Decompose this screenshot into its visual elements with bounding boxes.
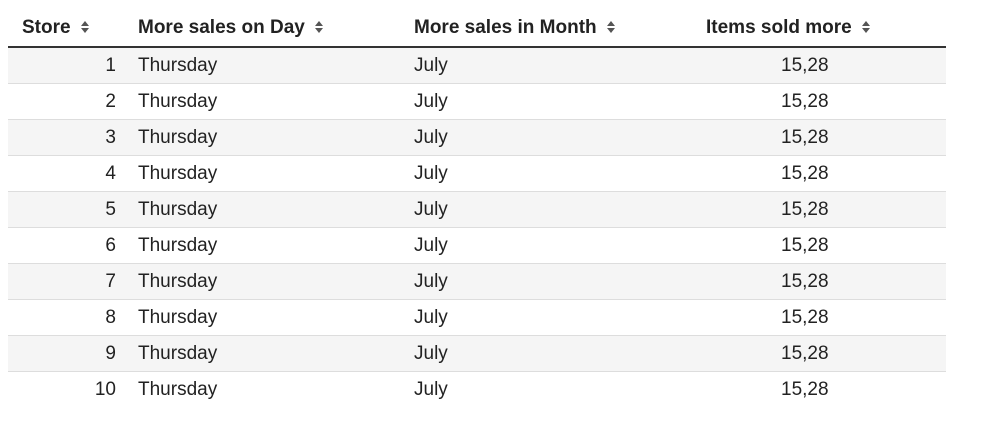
table-row: 10 Thursday July 15,28	[8, 371, 946, 407]
cell-day: Thursday	[126, 299, 402, 336]
cell-store: 1	[8, 46, 126, 84]
data-table-container: Store More sales on Day More sales in Mo…	[8, 10, 946, 407]
cell-items: 15,28	[698, 155, 946, 192]
sort-both-icon	[861, 21, 870, 33]
table-row: 4 Thursday July 15,28	[8, 155, 946, 192]
data-table: Store More sales on Day More sales in Mo…	[8, 10, 946, 407]
cell-month: July	[402, 83, 698, 120]
sort-both-icon	[314, 21, 323, 33]
cell-month: July	[402, 299, 698, 336]
cell-day: Thursday	[126, 263, 402, 300]
cell-day: Thursday	[126, 46, 402, 84]
cell-day: Thursday	[126, 335, 402, 372]
sort-both-icon	[606, 21, 615, 33]
column-header-label: Items sold more	[706, 17, 852, 38]
cell-day: Thursday	[126, 119, 402, 156]
cell-month: July	[402, 227, 698, 264]
cell-month: July	[402, 119, 698, 156]
cell-store: 3	[8, 119, 126, 156]
table-row: 9 Thursday July 15,28	[8, 335, 946, 372]
header-row: Store More sales on Day More sales in Mo…	[8, 10, 946, 48]
cell-store: 10	[8, 371, 126, 407]
cell-day: Thursday	[126, 155, 402, 192]
cell-day: Thursday	[126, 83, 402, 120]
cell-items: 15,28	[698, 46, 946, 84]
column-header-day[interactable]: More sales on Day	[126, 10, 402, 48]
cell-store: 9	[8, 335, 126, 372]
cell-store: 8	[8, 299, 126, 336]
cell-items: 15,28	[698, 227, 946, 264]
cell-items: 15,28	[698, 263, 946, 300]
cell-month: July	[402, 335, 698, 372]
cell-store: 7	[8, 263, 126, 300]
table-row: 3 Thursday July 15,28	[8, 119, 946, 156]
cell-day: Thursday	[126, 191, 402, 228]
sort-both-icon	[80, 21, 89, 33]
column-header-items[interactable]: Items sold more	[698, 10, 946, 48]
column-header-label: More sales in Month	[414, 17, 597, 38]
cell-month: July	[402, 46, 698, 84]
cell-day: Thursday	[126, 371, 402, 407]
table-row: 2 Thursday July 15,28	[8, 83, 946, 120]
cell-store: 2	[8, 83, 126, 120]
column-header-label: More sales on Day	[138, 17, 305, 38]
cell-month: July	[402, 263, 698, 300]
table-row: 6 Thursday July 15,28	[8, 227, 946, 264]
column-header-month[interactable]: More sales in Month	[402, 10, 698, 48]
cell-month: July	[402, 371, 698, 407]
cell-store: 6	[8, 227, 126, 264]
column-header-store[interactable]: Store	[8, 10, 126, 48]
cell-store: 5	[8, 191, 126, 228]
cell-items: 15,28	[698, 371, 946, 407]
table-body: 1 Thursday July 15,28 2 Thursday July 15…	[8, 46, 946, 407]
table-header: Store More sales on Day More sales in Mo…	[8, 10, 946, 48]
cell-month: July	[402, 155, 698, 192]
table-row: 7 Thursday July 15,28	[8, 263, 946, 300]
cell-items: 15,28	[698, 335, 946, 372]
cell-day: Thursday	[126, 227, 402, 264]
cell-items: 15,28	[698, 83, 946, 120]
column-header-label: Store	[22, 17, 71, 38]
table-row: 8 Thursday July 15,28	[8, 299, 946, 336]
cell-store: 4	[8, 155, 126, 192]
cell-items: 15,28	[698, 119, 946, 156]
cell-items: 15,28	[698, 299, 946, 336]
cell-items: 15,28	[698, 191, 946, 228]
table-row: 5 Thursday July 15,28	[8, 191, 946, 228]
table-row: 1 Thursday July 15,28	[8, 46, 946, 84]
cell-month: July	[402, 191, 698, 228]
